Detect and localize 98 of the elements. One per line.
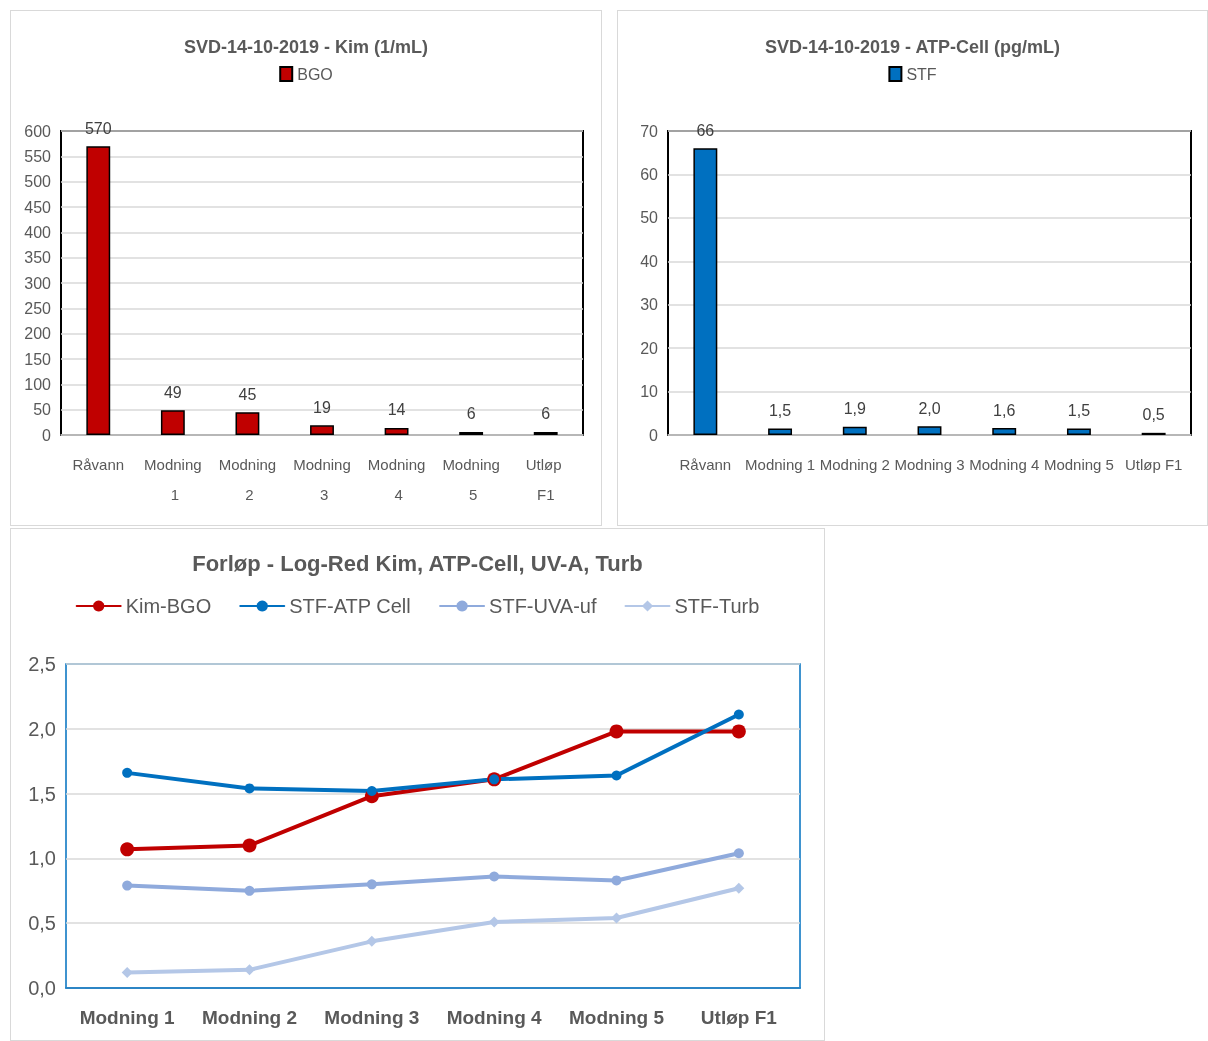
y-tick-label: 150 bbox=[24, 350, 52, 368]
point bbox=[366, 786, 377, 797]
bar bbox=[693, 148, 718, 435]
point bbox=[611, 875, 622, 886]
data-label: 14 bbox=[387, 401, 406, 419]
y-tick-label: 100 bbox=[24, 375, 52, 393]
y-tick-label: 1,0 bbox=[28, 847, 56, 870]
point bbox=[733, 882, 745, 894]
y-tick-label: 70 bbox=[640, 122, 659, 140]
x-tick-label: Modning 1 bbox=[144, 455, 202, 503]
y-tick-label: 10 bbox=[640, 383, 659, 401]
y-tick-label: 500 bbox=[24, 173, 52, 191]
y-tick-label: 200 bbox=[24, 325, 52, 343]
point bbox=[366, 879, 377, 890]
bar bbox=[160, 410, 185, 435]
data-label: 1,6 bbox=[993, 401, 1016, 419]
chart-title: Forløp - Log-Red Kim, ATP-Cell, UV-A, Turb bbox=[192, 550, 643, 576]
data-label: 49 bbox=[163, 383, 182, 401]
y-tick-label: 250 bbox=[24, 299, 52, 317]
y-tick-label: 400 bbox=[24, 223, 52, 241]
x-tick-label: Modning 5 bbox=[442, 455, 500, 503]
y-tick-label: 0,0 bbox=[28, 977, 56, 999]
x-tick-label: Modning 2 bbox=[819, 455, 890, 473]
bar bbox=[1066, 428, 1091, 435]
point bbox=[122, 880, 133, 891]
data-label: 1,5 bbox=[768, 401, 792, 419]
y-tick-label: 60 bbox=[640, 165, 659, 183]
legend-label: STF-UVA-uf bbox=[489, 595, 597, 617]
data-label: 6 bbox=[466, 405, 476, 423]
x-tick-label: Modning 3 bbox=[324, 1006, 420, 1028]
x-tick-label: Modning 3 bbox=[293, 455, 351, 503]
y-tick-label: 550 bbox=[24, 147, 52, 165]
y-tick-label: 1,5 bbox=[28, 782, 56, 805]
x-tick-label: Modning 5 bbox=[1043, 455, 1114, 473]
legend-label: STF bbox=[906, 65, 937, 83]
data-label: 1,9 bbox=[843, 400, 866, 418]
x-tick-label: Utløp F1 bbox=[700, 1006, 778, 1028]
x-tick-label: Modning 3 bbox=[894, 455, 965, 473]
bar bbox=[384, 427, 409, 435]
data-label: 19 bbox=[313, 398, 331, 416]
x-tick-label: Modning 4 bbox=[969, 455, 1040, 473]
y-tick-label: 0 bbox=[649, 426, 659, 444]
legend-label: Kim-BGO bbox=[125, 595, 212, 617]
x-tick-label: Modning 4 bbox=[367, 455, 426, 503]
point bbox=[733, 709, 744, 720]
legend-label: BGO bbox=[297, 65, 333, 83]
y-tick-label: 20 bbox=[640, 339, 659, 357]
y-tick-label: 450 bbox=[24, 198, 52, 216]
data-label: 570 bbox=[84, 119, 112, 137]
y-tick-label: 50 bbox=[640, 209, 659, 227]
bar bbox=[310, 425, 334, 435]
point bbox=[731, 724, 746, 739]
y-tick-label: 600 bbox=[24, 122, 52, 140]
point bbox=[611, 912, 622, 924]
y-tick-label: 0 bbox=[42, 426, 52, 444]
chart-title: SVD-14-10-2019 - ATP-Cell (pg/mL) bbox=[764, 37, 1061, 57]
bar bbox=[992, 428, 1017, 435]
x-tick-label: Utløp F1 bbox=[525, 455, 566, 503]
data-label: 0,5 bbox=[1142, 406, 1165, 424]
y-tick-label: 2,0 bbox=[28, 717, 56, 740]
bar bbox=[917, 426, 942, 435]
x-tick-label: Råvann bbox=[679, 455, 732, 473]
bar bbox=[235, 412, 260, 435]
bar bbox=[768, 428, 793, 435]
data-label: 66 bbox=[696, 121, 715, 139]
point bbox=[244, 783, 255, 794]
x-tick-label: Råvann bbox=[72, 455, 125, 473]
bar bbox=[842, 426, 867, 435]
x-tick-label: Modning 5 bbox=[569, 1006, 665, 1028]
x-tick-label: Modning 4 bbox=[446, 1006, 543, 1028]
point bbox=[733, 848, 744, 859]
x-tick-label: Modning 1 bbox=[79, 1006, 176, 1028]
point bbox=[244, 885, 255, 896]
point bbox=[489, 871, 500, 882]
data-label: 2,0 bbox=[918, 399, 941, 417]
y-tick-label: 30 bbox=[640, 296, 659, 314]
point bbox=[242, 838, 257, 853]
bar bbox=[86, 146, 111, 435]
chart-title: SVD-14-10-2019 - Kim (1/mL) bbox=[183, 37, 429, 57]
x-tick-label: Modning 2 bbox=[202, 1006, 297, 1028]
y-tick-label: 300 bbox=[24, 274, 52, 292]
y-tick-label: 50 bbox=[33, 401, 52, 419]
legend-label: STF-Turb bbox=[674, 595, 760, 617]
point bbox=[611, 770, 622, 781]
legend-label: STF-ATP Cell bbox=[289, 595, 411, 617]
x-tick-label: Utløp F1 bbox=[1124, 455, 1183, 473]
data-label: 45 bbox=[238, 385, 257, 403]
point bbox=[122, 767, 133, 778]
x-tick-label: Modning 2 bbox=[218, 455, 277, 503]
x-tick-label: Modning 1 bbox=[745, 455, 816, 473]
y-tick-label: 350 bbox=[24, 249, 52, 267]
y-tick-label: 40 bbox=[640, 252, 659, 270]
data-label: 6 bbox=[541, 405, 551, 423]
y-tick-label: 2,5 bbox=[28, 653, 56, 675]
data-label: 1,5 bbox=[1067, 401, 1091, 419]
point bbox=[609, 724, 624, 739]
y-tick-label: 0,5 bbox=[28, 912, 56, 935]
point bbox=[120, 842, 135, 857]
